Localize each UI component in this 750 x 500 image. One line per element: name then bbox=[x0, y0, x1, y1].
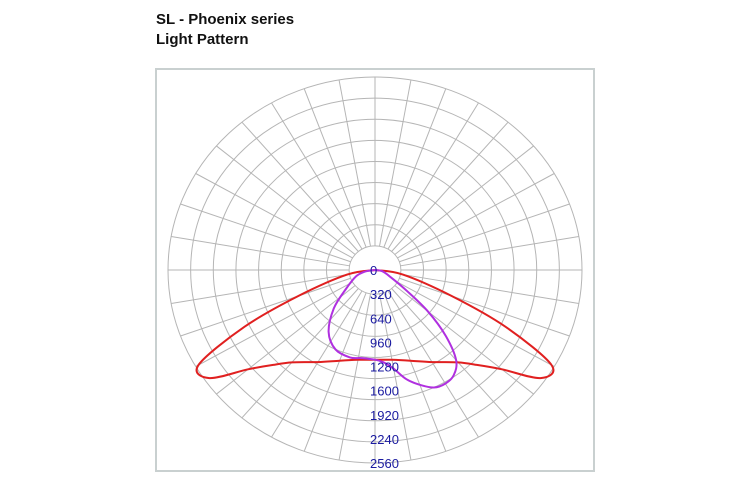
r-tick-label: 1920 bbox=[370, 408, 399, 423]
r-tick-label: 320 bbox=[370, 287, 392, 302]
chart-title-line1: SL - Phoenix series bbox=[156, 11, 295, 28]
grid-spoke bbox=[271, 102, 363, 250]
grid-spoke bbox=[397, 281, 555, 367]
grid-spoke bbox=[383, 292, 447, 452]
grid-spoke bbox=[271, 290, 363, 438]
grid-spoke bbox=[397, 173, 555, 259]
grid-spoke bbox=[394, 145, 534, 255]
r-tick-label: 0 bbox=[370, 263, 377, 278]
grid-spoke bbox=[171, 273, 350, 305]
r-tick-label: 640 bbox=[370, 311, 392, 326]
chart-title: SL - Phoenix series Light Pattern bbox=[156, 10, 294, 50]
grid-spoke bbox=[303, 88, 367, 248]
r-tick-label: 960 bbox=[370, 335, 392, 350]
grid-spoke bbox=[387, 290, 479, 438]
tick-labels: 0 320 640 960 1280 1600 1920 2240 2560 bbox=[370, 263, 399, 471]
grid-spoke bbox=[338, 293, 371, 461]
grid-spoke bbox=[241, 288, 359, 419]
grid-spoke bbox=[400, 273, 579, 305]
grid-spoke bbox=[399, 203, 570, 263]
grid-spoke bbox=[383, 88, 447, 248]
chart-subtitle-line2: Light Pattern bbox=[156, 31, 249, 48]
grid-spokes bbox=[168, 77, 582, 463]
grid-spoke bbox=[400, 235, 579, 267]
grid-spoke bbox=[180, 203, 351, 263]
grid-spoke bbox=[379, 293, 412, 461]
grid-spoke bbox=[303, 292, 367, 452]
grid-spoke bbox=[338, 79, 371, 247]
grid-spoke bbox=[216, 145, 356, 255]
grid-spoke bbox=[171, 235, 350, 267]
grid-spoke bbox=[180, 277, 351, 337]
r-tick-label: 1280 bbox=[370, 360, 399, 375]
grid-spoke bbox=[216, 285, 356, 395]
grid-spoke bbox=[379, 79, 412, 247]
grid-spoke bbox=[195, 281, 353, 367]
series-layer bbox=[195, 269, 555, 389]
r-tick-label: 1600 bbox=[370, 384, 399, 399]
series-line-2 bbox=[327, 269, 458, 389]
r-tick-label: 2560 bbox=[370, 456, 399, 471]
grid-spoke bbox=[391, 121, 509, 252]
grid-spoke bbox=[394, 285, 534, 395]
grid-spoke bbox=[195, 173, 353, 259]
grid-spoke bbox=[387, 102, 479, 250]
grid-spoke bbox=[241, 121, 359, 252]
grid-spoke bbox=[399, 277, 570, 337]
r-tick-label: 2240 bbox=[370, 432, 399, 447]
grid-spoke bbox=[391, 288, 509, 419]
